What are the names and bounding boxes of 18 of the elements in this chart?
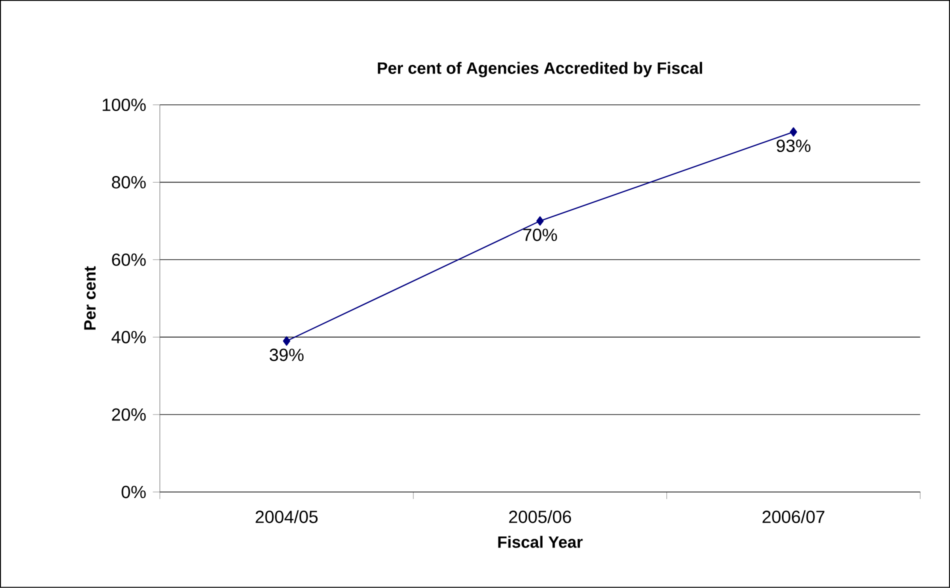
- y-tick-label: 80%: [112, 176, 146, 189]
- y-tick-label: 40%: [112, 330, 146, 344]
- y-tick-label: 60%: [112, 254, 146, 266]
- point: [790, 127, 798, 137]
- x-tick-label: 2004/05: [256, 510, 318, 524]
- point: [282, 336, 290, 346]
- x-tick-label: 2006/07: [762, 510, 824, 524]
- y-tick-label: 0%: [122, 486, 146, 498]
- chart-title: Per cent of Agencies Accredited by Fiscal: [378, 62, 702, 78]
- y-axis-title: Per cent: [84, 266, 96, 330]
- y-tick-label: 20%: [112, 408, 146, 421]
- data-label: 70%: [523, 228, 557, 242]
- data-label: 39%: [270, 348, 304, 362]
- x-axis-title: Fiscal Year: [498, 536, 583, 548]
- data-label: 93%: [776, 140, 810, 152]
- x-tick-label: 2005/06: [509, 510, 572, 524]
- y-tick-label: 100%: [102, 98, 146, 112]
- point: [536, 216, 544, 226]
